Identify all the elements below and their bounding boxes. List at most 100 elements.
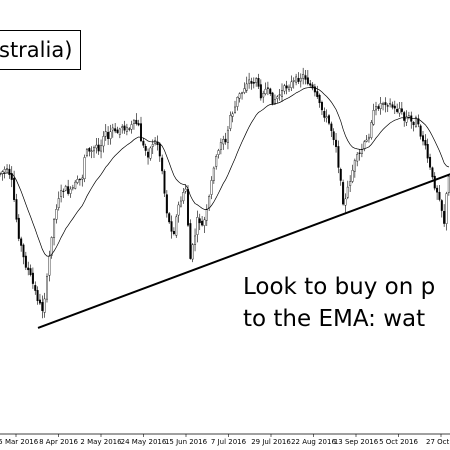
candle [429, 153, 432, 171]
candle-body [31, 272, 34, 284]
candle-body [97, 144, 100, 152]
candle [403, 110, 406, 127]
candle [313, 83, 316, 97]
candle-body [367, 136, 370, 140]
candle [377, 104, 380, 111]
candle-body [353, 160, 356, 172]
x-tick-label: 27 Oct 2 [426, 438, 450, 446]
chart-annotation: Look to buy on p to the EMA: wat [243, 271, 450, 335]
candle [346, 180, 349, 200]
candle-body [43, 298, 46, 313]
candle-body [201, 220, 204, 226]
candle [8, 164, 11, 179]
candle-body [250, 81, 253, 84]
candle [121, 124, 124, 134]
candle [262, 90, 265, 103]
candle [132, 118, 135, 130]
candle-body [245, 83, 248, 91]
candle [278, 88, 281, 101]
candle-body [149, 147, 152, 159]
candle [290, 75, 293, 91]
candle-body [212, 167, 215, 181]
candle-body [64, 186, 67, 191]
candle [360, 143, 363, 158]
candle-body [255, 78, 258, 83]
candle-body [88, 148, 91, 152]
candle-body [309, 83, 312, 86]
candle [299, 73, 302, 88]
candle [412, 121, 415, 132]
candle-body [259, 84, 262, 99]
candle [243, 82, 246, 95]
candle [123, 120, 126, 134]
candle [295, 73, 298, 86]
x-tick-label: 5 Oct 2016 [379, 438, 418, 446]
candle [335, 132, 338, 153]
candle [3, 166, 6, 179]
candle-body [158, 143, 161, 157]
candle [22, 243, 25, 265]
x-tick-label: 15 Jun 2016 [165, 438, 208, 446]
candle [356, 151, 359, 167]
candle-body [241, 92, 244, 94]
candle-body [116, 129, 119, 133]
candle-body [191, 244, 194, 260]
candle [283, 83, 286, 95]
candle-body [205, 209, 208, 221]
candle [353, 158, 356, 178]
candle [255, 77, 258, 87]
candle [20, 236, 23, 252]
candle-body [372, 110, 375, 125]
candle-body [208, 196, 211, 209]
candle [398, 102, 401, 117]
candle [384, 97, 387, 113]
candle-body [349, 181, 352, 186]
candle-body [41, 302, 44, 311]
candle [53, 217, 56, 246]
candle [81, 174, 84, 187]
candle [38, 293, 41, 306]
candle [424, 134, 427, 150]
candle [189, 219, 192, 260]
candle-body [386, 105, 389, 107]
candle [410, 111, 413, 129]
x-tick-label: 15 Mar 2016 [0, 438, 39, 446]
candle-body [248, 79, 251, 84]
candle-body [290, 81, 293, 88]
candle [318, 93, 321, 108]
candle-body [13, 177, 16, 200]
candle [67, 179, 70, 196]
candle-body [360, 149, 363, 154]
candle-body [393, 105, 396, 109]
candle-body [417, 118, 420, 125]
candle [36, 286, 39, 305]
candle-body [121, 126, 124, 128]
candle-body [147, 151, 150, 158]
candle [304, 69, 307, 85]
candle-body [137, 123, 140, 126]
ema-line [0, 87, 450, 257]
candle-body [297, 77, 300, 82]
candle [292, 77, 295, 89]
candle-body [363, 141, 366, 150]
candle [386, 103, 389, 113]
candle-body [382, 103, 385, 105]
candle-body [243, 88, 246, 93]
candle [172, 227, 175, 236]
candle [238, 92, 241, 103]
candle-body [278, 94, 281, 96]
candle [372, 103, 375, 126]
candle [46, 273, 49, 303]
candle [438, 185, 441, 202]
candle-body [342, 182, 345, 205]
candle [125, 123, 128, 136]
candle [351, 164, 354, 184]
candle-body [196, 217, 199, 235]
candle [252, 77, 255, 89]
candle-body [262, 93, 265, 98]
candle [231, 111, 234, 123]
candle-body [325, 116, 328, 119]
candle-body [236, 97, 239, 107]
candle [276, 95, 279, 103]
